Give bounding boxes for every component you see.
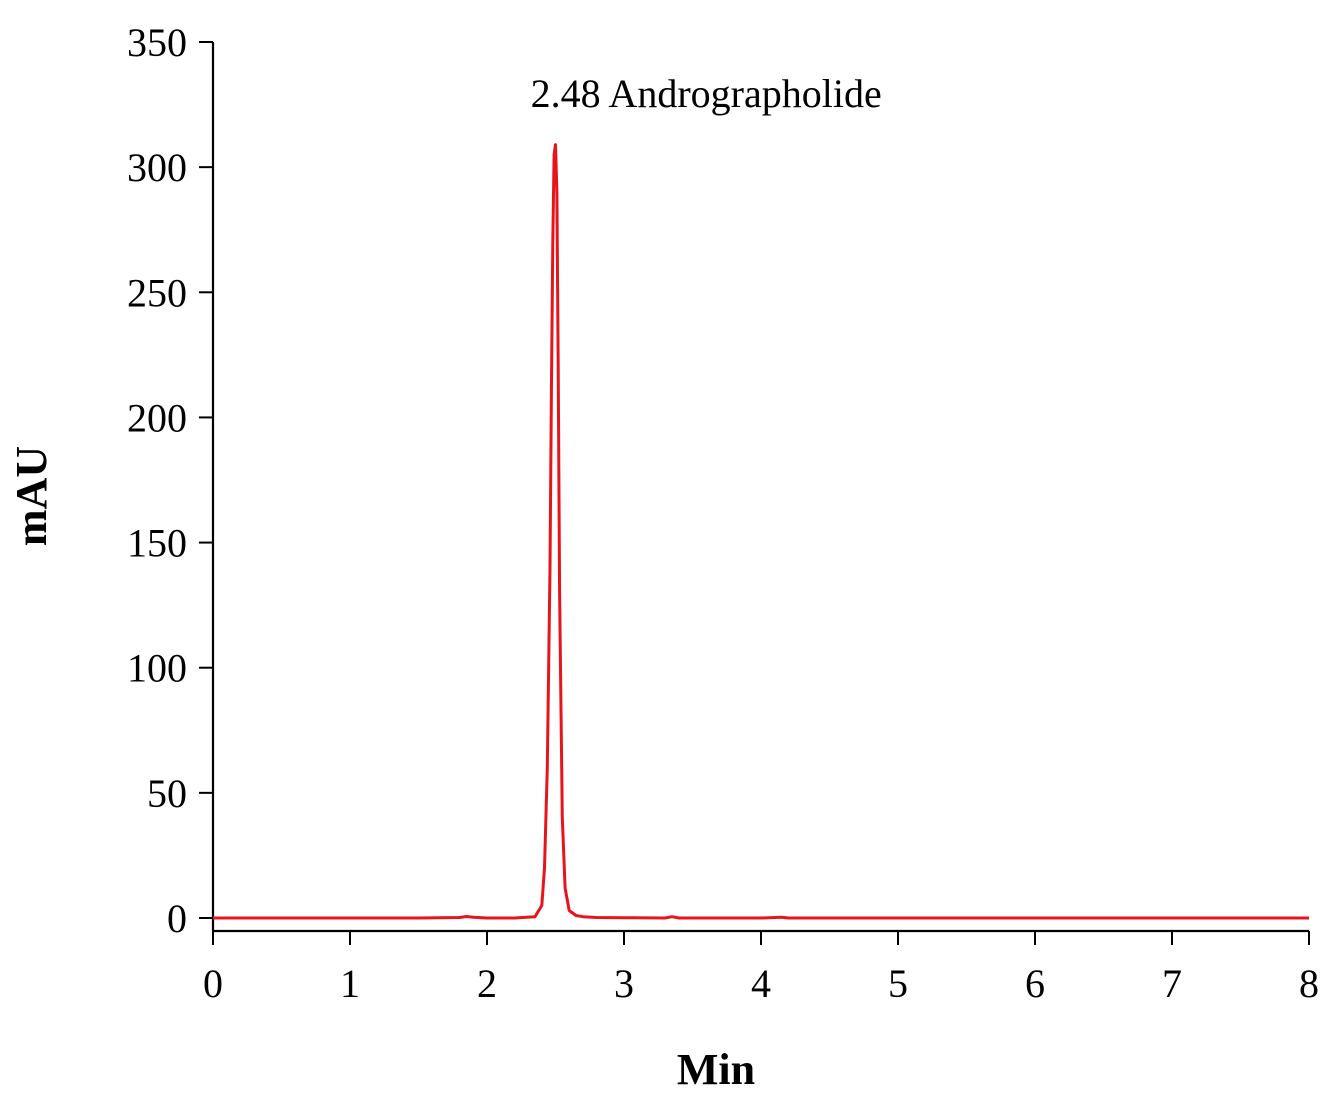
y-tick-label: 350 xyxy=(127,20,187,65)
y-tick-label: 150 xyxy=(127,521,187,566)
series-layer xyxy=(213,143,1309,920)
y-tick-label: 250 xyxy=(127,270,187,315)
x-axis-ticks: 0 1 2 3 4 5 6 7 8 xyxy=(203,931,1319,1006)
x-tick-label: 0 xyxy=(203,961,223,1006)
series-line xyxy=(213,143,1309,920)
annotation-layer: 2.48 Andrographolide xyxy=(531,71,882,116)
y-tick-label: 50 xyxy=(147,771,187,816)
y-tick-label: 300 xyxy=(127,145,187,190)
y-tick-label: 100 xyxy=(127,646,187,691)
x-tick-label: 7 xyxy=(1162,961,1182,1006)
x-tick-label: 3 xyxy=(614,961,634,1006)
y-tick-label: 200 xyxy=(127,395,187,440)
y-axis-ticks: 0 50 100 150 200 250 300 350 xyxy=(127,20,213,941)
x-tick-label: 4 xyxy=(751,961,771,1006)
peak-annotation: 2.48 Andrographolide xyxy=(531,71,882,116)
x-axis-title: Min xyxy=(677,1045,755,1094)
x-tick-label: 6 xyxy=(1025,961,1045,1006)
x-tick-label: 1 xyxy=(340,961,360,1006)
x-tick-label: 5 xyxy=(888,961,908,1006)
x-tick-label: 2 xyxy=(477,961,497,1006)
y-axis-title: mAU xyxy=(7,446,56,546)
x-tick-label: 8 xyxy=(1299,961,1319,1006)
y-tick-label: 0 xyxy=(167,896,187,941)
